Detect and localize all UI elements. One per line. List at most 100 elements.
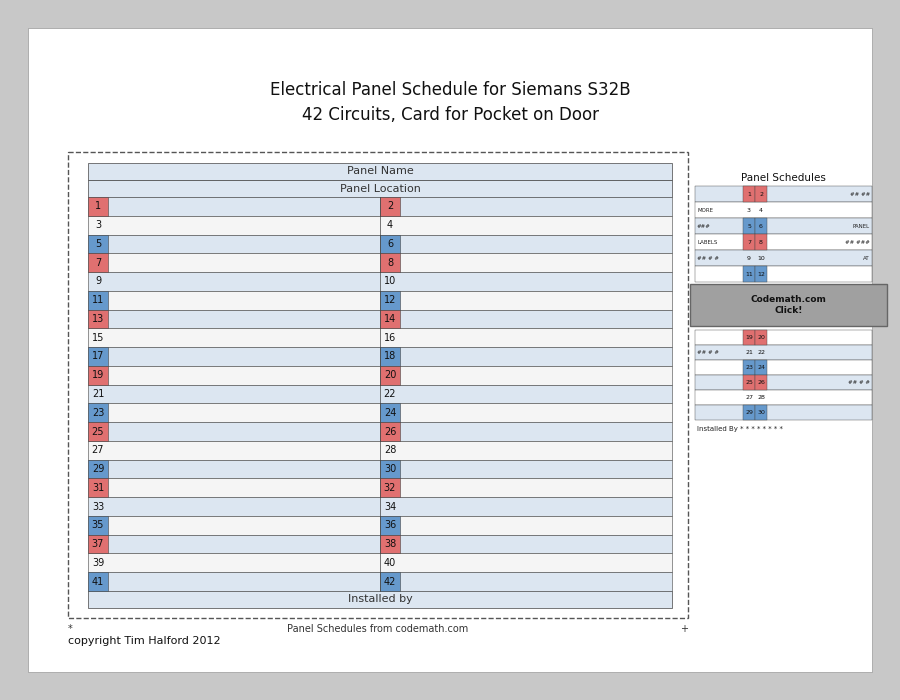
Bar (695, 266, 872, 282)
Bar (88, 572, 672, 591)
Bar (743, 360, 755, 375)
Bar (88, 290, 108, 309)
Bar (755, 360, 767, 375)
Text: 4: 4 (387, 220, 393, 230)
Text: 10: 10 (384, 276, 396, 286)
Text: 21: 21 (92, 389, 104, 399)
Bar (695, 360, 872, 375)
Bar (695, 330, 872, 345)
Text: 27: 27 (92, 445, 104, 455)
Bar (743, 405, 755, 420)
Text: 39: 39 (92, 558, 104, 568)
Text: 24: 24 (757, 365, 765, 370)
Text: 32: 32 (383, 483, 396, 493)
Text: 8: 8 (759, 239, 763, 244)
Text: 18: 18 (384, 351, 396, 361)
Bar (743, 330, 755, 345)
Text: 12: 12 (757, 272, 765, 276)
Bar (380, 234, 400, 253)
Text: 9: 9 (94, 276, 101, 286)
Text: 12: 12 (383, 295, 396, 305)
Bar (755, 234, 767, 250)
Bar (695, 234, 872, 250)
Bar (88, 441, 672, 460)
Bar (88, 272, 672, 290)
Bar (88, 180, 672, 197)
Text: Panel Schedules from codemath.com: Panel Schedules from codemath.com (287, 624, 469, 634)
Text: 16: 16 (384, 332, 396, 343)
Text: 41: 41 (92, 577, 104, 587)
Bar (88, 384, 672, 403)
Text: 21: 21 (745, 350, 753, 355)
Bar (695, 375, 872, 390)
Bar (380, 253, 400, 272)
Text: 42 Circuits, Card for Pocket on Door: 42 Circuits, Card for Pocket on Door (302, 106, 598, 124)
Bar (695, 186, 872, 202)
Text: Panel Name: Panel Name (346, 167, 413, 176)
Bar (695, 390, 872, 405)
Text: ## ###: ## ### (845, 239, 870, 244)
Text: 19: 19 (92, 370, 104, 380)
Text: 27: 27 (745, 395, 753, 400)
Text: 2: 2 (387, 202, 393, 211)
Bar (88, 516, 108, 535)
Text: 7: 7 (94, 258, 101, 267)
Bar (755, 330, 767, 345)
Bar (380, 572, 400, 591)
Bar (743, 234, 755, 250)
Text: 42: 42 (383, 577, 396, 587)
Text: 36: 36 (384, 520, 396, 531)
Text: 40: 40 (384, 558, 396, 568)
Bar (88, 253, 108, 272)
Bar (380, 460, 400, 478)
Text: 26: 26 (383, 426, 396, 437)
Text: 34: 34 (384, 502, 396, 512)
Bar (88, 422, 672, 441)
Text: 1: 1 (94, 202, 101, 211)
Bar (88, 572, 108, 591)
Text: copyright Tim Halford 2012: copyright Tim Halford 2012 (68, 636, 220, 646)
Bar (380, 309, 400, 328)
Text: 1: 1 (747, 192, 751, 197)
Text: 20: 20 (757, 335, 765, 340)
Text: 30: 30 (757, 410, 765, 415)
Bar (695, 202, 872, 218)
Bar (755, 405, 767, 420)
Text: Panel Schedules: Panel Schedules (741, 173, 826, 183)
Bar (695, 405, 872, 420)
Bar (755, 186, 767, 202)
Text: 3: 3 (94, 220, 101, 230)
Text: 11: 11 (92, 295, 104, 305)
Text: ## # #: ## # # (848, 380, 870, 385)
Bar (88, 197, 108, 216)
Text: 14: 14 (384, 314, 396, 324)
Bar (88, 290, 672, 309)
Bar (88, 347, 108, 366)
Bar (380, 478, 400, 497)
Bar (88, 234, 108, 253)
Text: 11: 11 (745, 272, 753, 276)
Text: ## # #: ## # # (697, 350, 719, 355)
Text: ###: ### (697, 223, 711, 228)
Text: 23: 23 (92, 408, 104, 418)
Text: 31: 31 (92, 483, 104, 493)
Bar (690, 284, 887, 326)
Text: Installed By * * * * * * * *: Installed By * * * * * * * * (697, 426, 783, 432)
Text: 38: 38 (384, 539, 396, 549)
Bar (88, 460, 108, 478)
Text: MORE: MORE (697, 207, 713, 213)
Text: 10: 10 (757, 256, 765, 260)
Text: 19: 19 (745, 335, 753, 340)
Text: 30: 30 (384, 464, 396, 474)
Bar (743, 186, 755, 202)
Bar (380, 422, 400, 441)
Text: 17: 17 (92, 351, 104, 361)
Text: 6: 6 (387, 239, 393, 249)
Bar (380, 403, 400, 422)
Bar (695, 345, 872, 360)
Text: 29: 29 (92, 464, 104, 474)
Bar (88, 478, 108, 497)
Text: LABELS: LABELS (697, 239, 717, 244)
Text: 20: 20 (383, 370, 396, 380)
Text: 2: 2 (759, 192, 763, 197)
